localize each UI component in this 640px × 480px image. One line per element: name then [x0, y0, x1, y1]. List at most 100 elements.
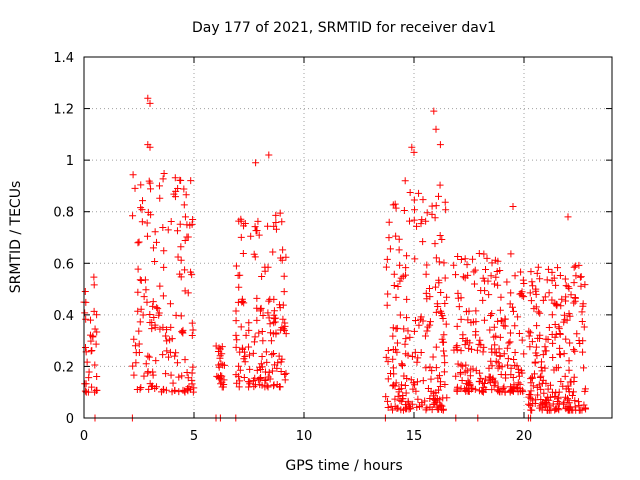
data-point [461, 341, 469, 349]
data-point [159, 292, 167, 300]
data-point [148, 325, 156, 333]
data-point [469, 318, 477, 326]
data-point [407, 404, 415, 412]
data-point [496, 333, 504, 341]
data-point [233, 336, 241, 344]
data-point [532, 343, 540, 351]
data-point [566, 312, 574, 320]
x-tick-label: 10 [296, 429, 313, 444]
data-point [410, 196, 418, 204]
data-point [431, 240, 439, 248]
data-point [470, 268, 478, 276]
data-point [408, 143, 416, 151]
data-point [558, 295, 566, 303]
data-point [394, 282, 402, 290]
data-point [173, 227, 181, 235]
data-point [270, 222, 278, 230]
data-point [478, 379, 486, 387]
data-point [162, 332, 170, 340]
data-points [80, 94, 590, 422]
data-point [174, 185, 182, 193]
data-point [505, 339, 513, 347]
data-point [425, 285, 433, 293]
data-point [529, 282, 537, 290]
data-point [216, 345, 224, 353]
data-point [422, 270, 430, 278]
data-point [496, 352, 504, 360]
data-point [153, 304, 161, 312]
data-point [560, 311, 568, 319]
data-point [88, 347, 96, 354]
data-point [270, 349, 278, 357]
data-point [135, 327, 143, 335]
data-point [255, 231, 263, 239]
data-point [413, 358, 421, 366]
data-point [485, 291, 493, 299]
data-point [466, 372, 474, 380]
data-point [556, 271, 564, 279]
data-point [509, 203, 517, 211]
data-point [134, 239, 142, 247]
data-point [188, 271, 196, 279]
data-point [129, 362, 137, 370]
y-axis-label: SRMTID / TECUs [8, 181, 24, 294]
data-point [575, 261, 583, 269]
data-point [235, 362, 243, 370]
data-point [181, 213, 189, 221]
data-point [423, 261, 431, 269]
data-point [491, 341, 499, 349]
data-point [137, 305, 145, 313]
data-point [160, 263, 168, 271]
data-point [432, 283, 440, 291]
data-point [401, 401, 409, 409]
data-point [428, 210, 436, 218]
data-point [554, 264, 562, 272]
data-point [580, 364, 588, 372]
data-point [271, 318, 279, 326]
data-point [418, 399, 426, 407]
data-point [383, 255, 391, 263]
data-point [557, 378, 565, 386]
data-point [389, 346, 397, 354]
data-point [399, 406, 407, 414]
data-point [526, 401, 534, 409]
data-point [479, 296, 487, 304]
x-tick-label: 5 [190, 429, 198, 444]
data-point [281, 376, 289, 384]
data-point [261, 376, 269, 384]
data-point [429, 392, 437, 400]
data-point [151, 228, 159, 236]
data-point [385, 234, 393, 242]
data-point [129, 212, 137, 220]
data-point [459, 273, 467, 281]
data-point [559, 382, 567, 390]
data-point [406, 333, 414, 341]
data-point [537, 385, 545, 393]
data-point [511, 348, 519, 356]
data-point [392, 379, 400, 387]
data-point [422, 364, 430, 372]
data-point [173, 359, 181, 367]
data-point [183, 368, 191, 376]
data-point [526, 289, 534, 297]
data-point [550, 274, 558, 282]
data-point [90, 273, 98, 281]
data-point [264, 309, 272, 317]
data-point [400, 207, 408, 215]
data-point [401, 177, 409, 185]
data-point [279, 315, 287, 323]
data-point [250, 338, 258, 346]
data-point [387, 369, 395, 377]
data-point [382, 393, 390, 401]
data-point [455, 303, 463, 311]
data-point [507, 364, 515, 372]
data-point [189, 215, 197, 223]
data-point [81, 288, 89, 296]
data-point [550, 366, 558, 374]
data-point [393, 339, 401, 347]
data-point [175, 388, 183, 396]
data-point [237, 323, 245, 331]
data-point [441, 380, 449, 388]
data-point [515, 372, 523, 380]
data-point [426, 403, 434, 411]
